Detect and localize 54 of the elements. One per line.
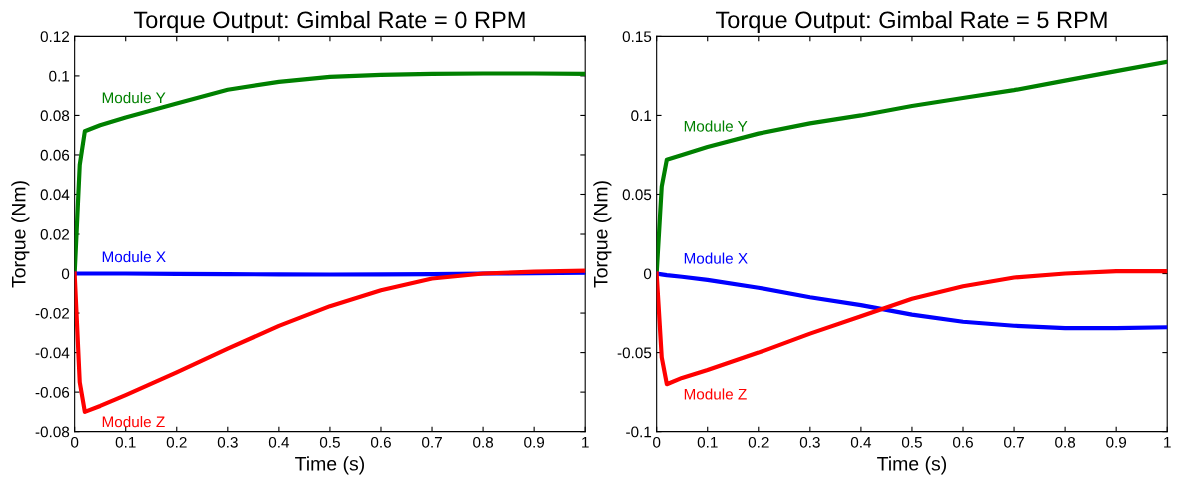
x-tick-label: 1 bbox=[582, 437, 589, 448]
y-tick-label: 0.04 bbox=[40, 189, 70, 201]
chart-title: Torque Output: Gimbal Rate = 0 RPM bbox=[133, 10, 525, 33]
x-tick-label: 0.9 bbox=[524, 436, 545, 448]
y-tick-label: 0.12 bbox=[40, 31, 70, 43]
x-tick-label: 0.8 bbox=[473, 436, 494, 448]
series-label: Module Z bbox=[102, 416, 165, 428]
y-tick-label: -0.1 bbox=[626, 426, 652, 438]
line-series bbox=[656, 271, 1168, 331]
y-tick-label: 0.05 bbox=[622, 189, 652, 201]
series-label: Module X bbox=[684, 252, 748, 264]
x-axis-title: Time (s) bbox=[877, 456, 947, 475]
y-tick-label: 0.08 bbox=[40, 110, 70, 122]
x-tick-label: 0.1 bbox=[115, 436, 136, 448]
x-tick-label: 0.3 bbox=[799, 436, 820, 448]
line-series bbox=[656, 269, 1168, 387]
y-tick-label: 0.15 bbox=[622, 31, 652, 43]
y-tick-label: -0.06 bbox=[35, 386, 70, 398]
series-label: Module X bbox=[102, 250, 166, 263]
y-tick-label: -0.04 bbox=[35, 347, 70, 359]
x-tick-label: 0.6 bbox=[952, 436, 973, 448]
y-tick-label: 0.02 bbox=[40, 228, 70, 240]
x-tick-label: 1 bbox=[1164, 437, 1171, 448]
x-tick-label: 0.2 bbox=[166, 436, 187, 448]
x-tick-label: 0.6 bbox=[370, 436, 391, 448]
y-tick-label: -0.02 bbox=[35, 307, 70, 319]
y-axis-title: Torque (Nm) bbox=[593, 181, 612, 288]
x-tick-label: 0.4 bbox=[850, 436, 872, 448]
x-tick-label: 0.2 bbox=[748, 436, 769, 448]
y-tick-label: -0.08 bbox=[35, 426, 70, 438]
line-series bbox=[74, 268, 586, 414]
series-label: Module Z bbox=[684, 388, 747, 400]
y-tick-label: 0.1 bbox=[49, 70, 70, 82]
x-tick-label: 0.9 bbox=[1106, 436, 1127, 448]
y-tick-label: 0.06 bbox=[40, 149, 70, 161]
x-tick-label: 0.5 bbox=[319, 436, 340, 448]
x-axis-title: Time (s) bbox=[295, 456, 364, 475]
y-tick-label: 0 bbox=[643, 268, 652, 280]
x-tick-label: 0.8 bbox=[1055, 436, 1076, 448]
x-tick-label: 0.4 bbox=[268, 436, 290, 448]
series-label: Module Y bbox=[684, 120, 748, 132]
x-tick-label: 0 bbox=[71, 436, 79, 448]
x-tick-label: 0.7 bbox=[422, 436, 442, 448]
x-tick-label: 0.7 bbox=[1004, 436, 1024, 448]
chart-title: Torque Output: Gimbal Rate = 5 RPM bbox=[715, 10, 1107, 33]
y-tick-label: 0 bbox=[61, 268, 70, 280]
x-tick-label: 0.5 bbox=[901, 436, 922, 448]
x-tick-label: 0.1 bbox=[697, 436, 718, 448]
series-label: Module Y bbox=[102, 92, 166, 104]
x-tick-label: 0.3 bbox=[217, 436, 238, 448]
y-axis-title: Torque (Nm) bbox=[11, 181, 30, 288]
y-tick-label: -0.05 bbox=[617, 347, 652, 359]
y-tick-label: 0.1 bbox=[631, 110, 652, 122]
x-tick-label: 0 bbox=[653, 436, 661, 448]
